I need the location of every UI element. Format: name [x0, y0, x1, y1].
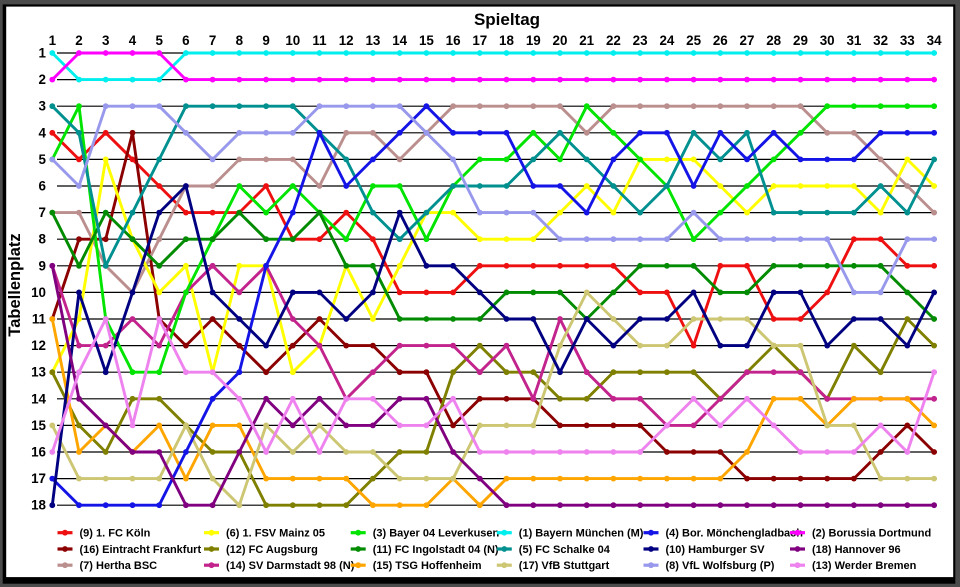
svg-text:3: 3	[102, 33, 109, 48]
svg-text:29: 29	[793, 33, 808, 48]
svg-text:25: 25	[686, 33, 701, 48]
svg-text:Tabellenplatz: Tabellenplatz	[6, 233, 24, 336]
svg-text:33: 33	[900, 33, 915, 48]
svg-text:23: 23	[633, 33, 648, 48]
svg-text:28: 28	[766, 33, 781, 48]
svg-text:10: 10	[285, 33, 300, 48]
svg-text:21: 21	[579, 33, 594, 48]
svg-text:34: 34	[927, 33, 942, 48]
svg-text:19: 19	[526, 33, 541, 48]
svg-text:(10) Hamburger SV: (10) Hamburger SV	[666, 544, 766, 556]
svg-text:13: 13	[365, 33, 380, 48]
svg-text:(8) VfL Wolfsburg (P): (8) VfL Wolfsburg (P)	[666, 560, 775, 572]
svg-text:(12) FC Augsburg: (12) FC Augsburg	[226, 544, 318, 556]
svg-text:3: 3	[39, 99, 46, 114]
svg-text:(17) VfB Stuttgart: (17) VfB Stuttgart	[519, 560, 610, 572]
svg-text:18: 18	[499, 33, 514, 48]
svg-text:11: 11	[312, 33, 327, 48]
svg-text:4: 4	[129, 33, 137, 48]
svg-text:(14) SV Darmstadt 98 (N): (14) SV Darmstadt 98 (N)	[226, 560, 355, 572]
svg-text:20: 20	[553, 33, 568, 48]
svg-text:11: 11	[32, 312, 47, 327]
svg-text:24: 24	[659, 33, 674, 48]
svg-text:27: 27	[740, 33, 755, 48]
svg-text:15: 15	[31, 418, 46, 433]
svg-text:6: 6	[39, 179, 46, 194]
svg-text:(7) Hertha BSC: (7) Hertha BSC	[80, 560, 158, 572]
svg-text:(2) Borussia Dortmund: (2) Borussia Dortmund	[812, 528, 931, 540]
svg-text:(18) Hannover 96: (18) Hannover 96	[812, 544, 901, 556]
svg-text:5: 5	[155, 33, 163, 48]
svg-text:22: 22	[606, 33, 621, 48]
svg-text:5: 5	[39, 152, 47, 167]
svg-text:2: 2	[39, 72, 46, 87]
svg-text:2: 2	[75, 33, 82, 48]
svg-text:32: 32	[873, 33, 888, 48]
svg-text:7: 7	[39, 205, 46, 220]
svg-text:(4) Bor. Mönchengladbach: (4) Bor. Mönchengladbach	[666, 528, 804, 540]
svg-text:12: 12	[339, 33, 354, 48]
svg-text:(16) Eintracht Frankfurt: (16) Eintracht Frankfurt	[80, 544, 202, 556]
svg-text:13: 13	[31, 365, 46, 380]
svg-text:15: 15	[419, 33, 434, 48]
svg-text:26: 26	[713, 33, 728, 48]
svg-text:16: 16	[31, 445, 46, 460]
svg-text:(15) TSG Hoffenheim: (15) TSG Hoffenheim	[373, 560, 482, 572]
svg-text:10: 10	[31, 285, 46, 300]
svg-text:(9) 1. FC Köln: (9) 1. FC Köln	[80, 528, 151, 540]
svg-text:14: 14	[31, 391, 46, 406]
svg-text:8: 8	[236, 33, 244, 48]
svg-text:7: 7	[209, 33, 216, 48]
svg-text:8: 8	[39, 232, 47, 247]
svg-text:(3) Bayer 04 Leverkusen: (3) Bayer 04 Leverkusen	[373, 528, 500, 540]
svg-text:9: 9	[262, 33, 269, 48]
svg-text:(13) Werder Bremen: (13) Werder Bremen	[812, 560, 917, 572]
svg-text:(6) 1. FSV Mainz 05: (6) 1. FSV Mainz 05	[226, 528, 325, 540]
svg-text:16: 16	[446, 33, 461, 48]
svg-text:1: 1	[49, 33, 57, 48]
svg-text:31: 31	[846, 33, 861, 48]
svg-text:1: 1	[39, 46, 47, 61]
svg-text:(5) FC Schalke 04: (5) FC Schalke 04	[519, 544, 611, 556]
svg-text:(11) FC Ingolstadt 04 (N): (11) FC Ingolstadt 04 (N)	[373, 544, 499, 556]
svg-text:17: 17	[31, 471, 46, 486]
svg-text:Spieltag: Spieltag	[474, 10, 540, 29]
svg-text:4: 4	[39, 125, 47, 140]
svg-text:6: 6	[182, 33, 189, 48]
svg-text:17: 17	[472, 33, 487, 48]
svg-text:9: 9	[39, 258, 46, 273]
svg-text:30: 30	[820, 33, 835, 48]
svg-text:(1) Bayern München (M): (1) Bayern München (M)	[519, 528, 644, 540]
svg-text:12: 12	[31, 338, 46, 353]
svg-text:14: 14	[392, 33, 407, 48]
svg-text:18: 18	[31, 498, 46, 513]
